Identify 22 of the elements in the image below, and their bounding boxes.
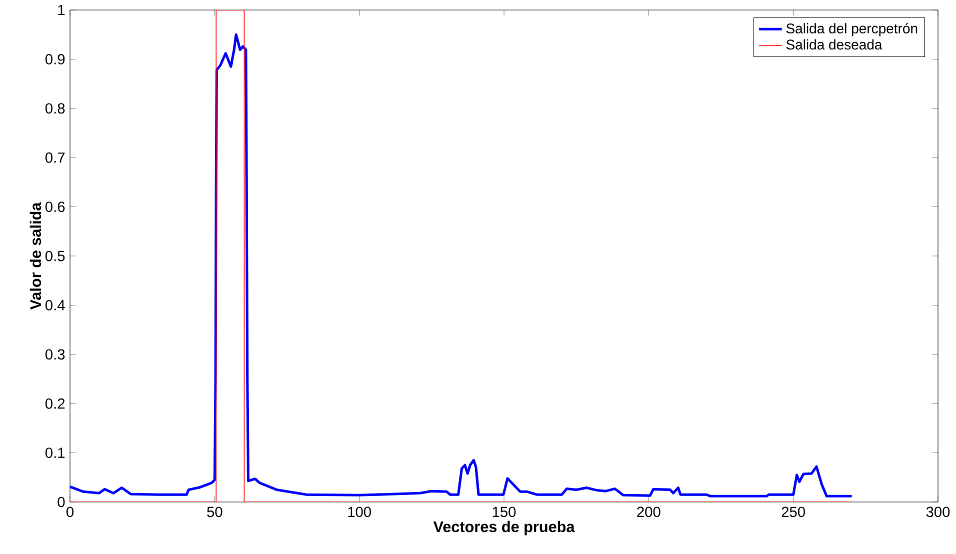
y-tick-label: 1 <box>58 4 65 16</box>
x-tick-label: 150 <box>492 506 516 518</box>
x-tick-label: 50 <box>207 506 222 518</box>
x-tick-label: 300 <box>926 506 950 518</box>
y-tick-label: 0.5 <box>45 250 65 262</box>
x-tick-label: 0 <box>66 506 74 518</box>
x-tick-label: 100 <box>348 506 371 518</box>
legend-label: Salida deseada <box>786 39 882 50</box>
y-axis-title: Valor de salida <box>30 202 42 310</box>
x-tick-label: 250 <box>782 506 805 518</box>
y-tick-label: 0.2 <box>45 398 65 409</box>
y-tick-label: 0.7 <box>45 152 65 163</box>
y-tick-label: 0.8 <box>45 103 65 114</box>
y-tick-label: 0.1 <box>45 448 65 458</box>
x-axis-title: Vectores de prueba <box>433 520 575 536</box>
x-tick-label: 200 <box>637 506 660 518</box>
y-tick-label: 0.3 <box>45 349 65 360</box>
y-tick-label: 0 <box>58 496 65 508</box>
y-tick-label: 0.4 <box>45 300 65 310</box>
y-tick-label: 0.6 <box>45 202 65 212</box>
y-tick-label: 0.9 <box>45 54 65 64</box>
legend-label: Salida del percpetrón <box>786 22 918 36</box>
